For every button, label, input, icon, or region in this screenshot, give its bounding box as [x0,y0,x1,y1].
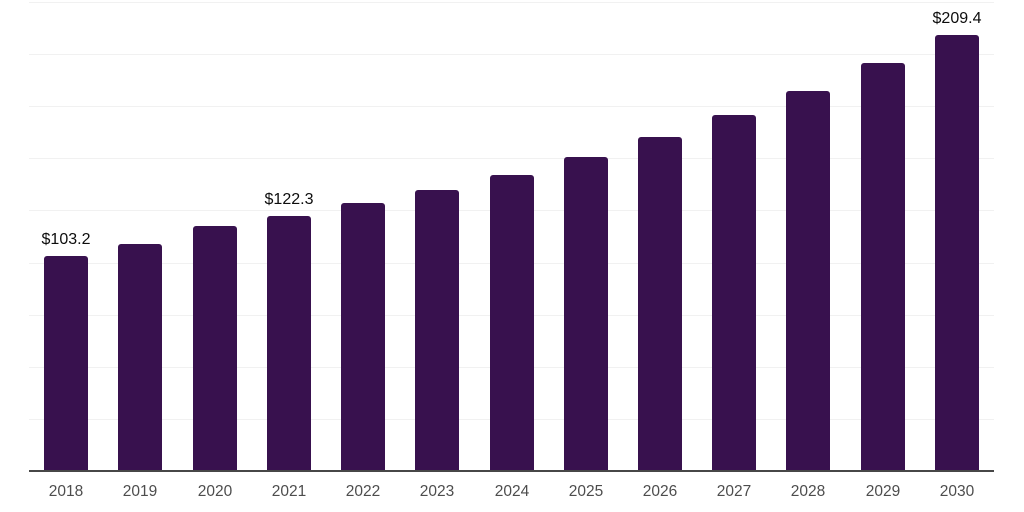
x-tick-2026: 2026 [642,483,678,500]
gridline-y200 [29,54,994,55]
value-label-2030: $209.4 [932,10,982,27]
x-tick-2019: 2019 [122,483,158,500]
x-tick-2020: 2020 [197,483,233,500]
bar-2024 [490,175,534,471]
bar-2019 [118,244,162,471]
x-tick-2028: 2028 [790,483,826,500]
x-tick-2027: 2027 [716,483,752,500]
bar-2020 [193,226,237,471]
bar-2025 [564,157,608,471]
bar-2021 [267,216,311,471]
x-tick-2030: 2030 [939,483,975,500]
bar-2023 [415,190,459,471]
bar-2030 [935,35,979,471]
x-tick-2018: 2018 [48,483,84,500]
bar-2022 [341,203,385,471]
bar-2026 [638,137,682,471]
bar-2027 [712,115,756,471]
gridline-y175 [29,106,994,107]
x-tick-2023: 2023 [419,483,455,500]
bar-2029 [861,63,905,471]
x-axis-line [29,470,994,472]
x-tick-2022: 2022 [345,483,381,500]
value-label-2018: $103.2 [41,231,91,248]
x-tick-2021: 2021 [271,483,307,500]
x-tick-2025: 2025 [568,483,604,500]
x-tick-2029: 2029 [865,483,901,500]
bar-2028 [786,91,830,471]
gridline-y150 [29,158,994,159]
value-label-2021: $122.3 [264,191,314,208]
gridline-y225 [29,2,994,3]
x-tick-2024: 2024 [494,483,530,500]
bar-2018 [44,256,88,471]
